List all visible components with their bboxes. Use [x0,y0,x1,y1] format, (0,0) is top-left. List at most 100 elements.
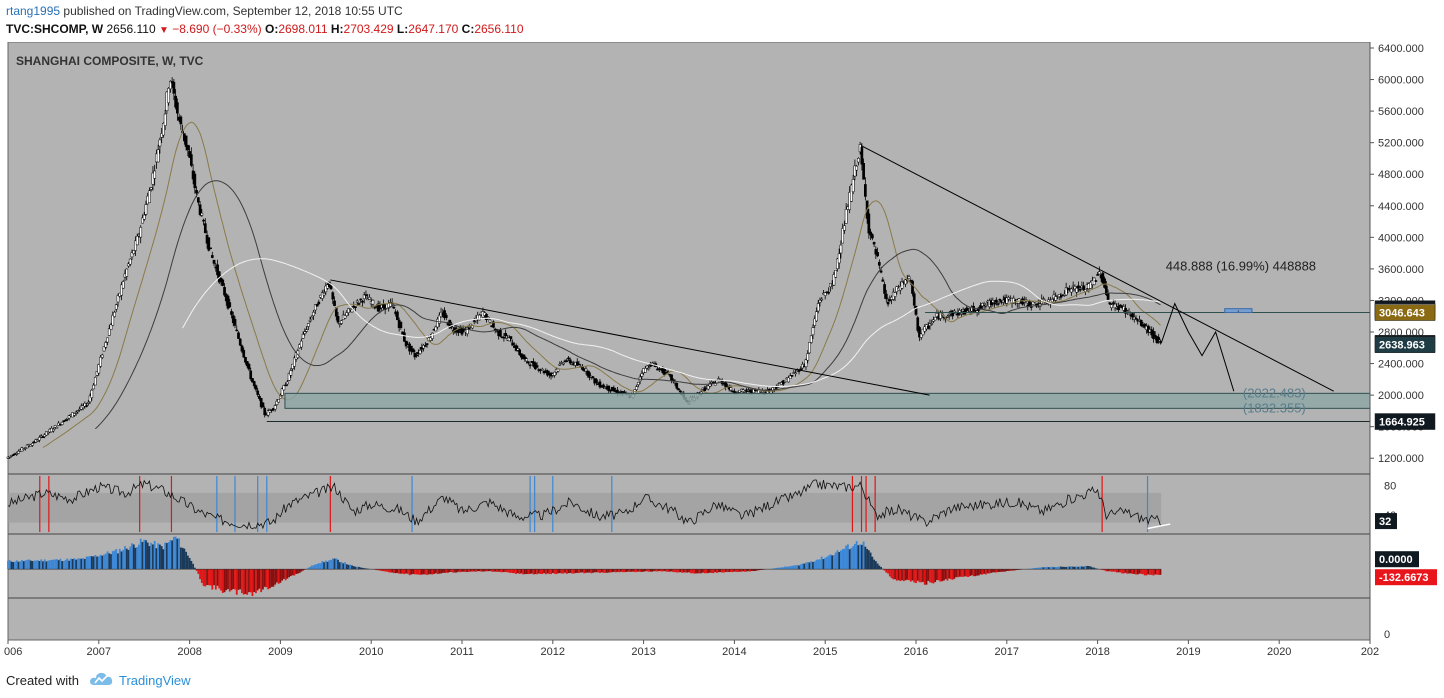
macd-bar [1133,569,1136,574]
candle-body [270,409,274,411]
candle-body [1094,280,1098,282]
candle-body [1075,287,1078,293]
macd-bar [551,569,554,573]
candle-body [979,304,982,309]
x-tick-label: 2020 [1267,646,1291,658]
candle-body [226,295,230,309]
candle-body [95,371,99,376]
macd-bar [42,561,44,570]
candle-body [1157,337,1161,340]
candle-body [870,234,874,239]
candle-body [1007,297,1010,300]
candle-body [81,405,85,409]
chart-panels [7,42,1371,641]
candle-body [834,270,838,278]
macd-bar [904,569,907,581]
candle-body [1064,287,1068,296]
macd-bar [995,569,998,573]
username-link[interactable]: rtang1995 [6,4,61,18]
candle-body [553,371,556,376]
x-tick-label: 2009 [268,646,292,658]
macd-bar [948,569,951,579]
macd-bar [853,544,856,570]
macd-bar [834,552,837,570]
y-tick-label: 5200.000 [1378,138,1424,150]
x-tick-label: 2019 [1176,646,1200,658]
tradingview-link[interactable]: TradingView [118,673,191,688]
candle-body [120,284,123,296]
macd-bar [787,566,790,570]
candle-body [415,354,418,357]
macd-bar [597,569,600,573]
candle-body [535,365,539,368]
candle-body [525,358,528,362]
macd-bar [338,562,341,570]
candle-body [300,340,303,348]
macd-bar [1105,569,1108,572]
candle-body [266,410,270,416]
candle-body [39,435,43,438]
macd-bar [677,569,680,573]
macd-bar [218,569,221,589]
candle-body [715,380,719,383]
candle-body [640,373,644,377]
macd-bar [988,569,991,574]
price-axis[interactable]: 1200.0001600.0002000.0002400.0002800.000… [1369,42,1444,641]
candle-body [567,357,570,360]
candle-body [31,443,34,446]
macd-bar [33,560,36,570]
candle-body [967,306,970,309]
candle-body [1078,289,1082,291]
macd-bar [1044,567,1047,570]
macd-bar [530,569,533,574]
time-axis[interactable]: 006 2007 2008 2009 2010 2011 2012 2013 2014 2015 2… [4,640,1379,658]
candle-body [85,405,88,407]
candle-body [996,303,1000,305]
macd-bar [454,569,456,573]
macd-bar [1018,569,1020,570]
macd-bar [459,569,462,573]
candle-body [345,312,349,317]
macd-bar [569,569,572,573]
macd-bar [1056,566,1059,570]
candle-body [947,314,951,316]
macd-bar [220,569,222,591]
macd-bar [253,569,256,592]
candle-body [960,313,963,315]
macd-bar [544,569,547,575]
candle-body [561,362,565,365]
candle-body [289,370,293,376]
y-tick-label: 2000.000 [1378,390,1424,402]
candle-body [1057,294,1061,298]
candle-body [258,395,261,399]
candle-body [186,144,190,151]
macd-bar [761,569,764,570]
x-tick-label: 2015 [813,646,837,658]
candle-body [850,184,853,202]
ohlc-legend: TVC:SHCOMP, W 2656.110 ▼ −8.690 (−0.33%)… [6,22,524,36]
macd-bar [487,569,490,572]
candle-body [55,426,59,429]
macd-bar [225,569,228,591]
macd-bar [723,569,725,573]
candle-body [799,368,803,371]
macd-bar [541,569,544,575]
chart-canvas[interactable]: 448.888 (16.99%) 448888 (2022.483)(1832.3… [0,42,1444,662]
macd-bar [440,569,442,574]
macd-bar [791,565,793,570]
macd-bar [1112,569,1115,572]
candle-body [1106,293,1110,301]
macd-bar [855,541,858,570]
macd-bar [17,561,20,570]
macd-bar [270,569,273,587]
macd-bar [710,569,713,573]
macd-bar [424,569,427,575]
macd-bar [803,563,806,570]
macd-bar [913,569,916,583]
macd-bar [888,569,891,577]
macd-bar [405,569,408,574]
macd-bar [871,556,874,570]
macd-bar [572,569,575,574]
macd-bar [276,569,278,583]
macd-bar [997,569,999,573]
